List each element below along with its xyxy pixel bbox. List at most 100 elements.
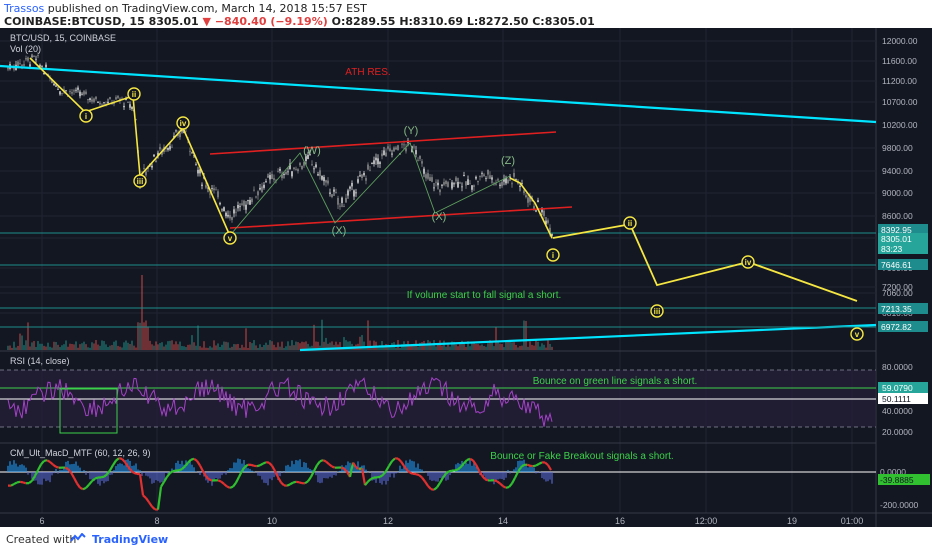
candle-body [243,200,245,207]
projection-wave-label: iv [745,258,752,267]
wave-label-circle [176,116,190,130]
chart-canvas[interactable]: 12000.00 11600.00 11200.00 10700.00 10200.00… [0,28,932,527]
volume-bar [117,345,119,350]
candle-body [83,91,85,95]
candle-body [449,178,451,180]
candle-body [343,206,345,208]
volume-bar [57,344,59,350]
volume-bar [285,346,287,350]
volume-bar [267,344,269,350]
candle-body [153,154,155,157]
candle-body [381,153,383,157]
macd-line [241,466,246,472]
macd-line [310,470,315,478]
candle-body [417,159,419,161]
macd-hist-bar [257,472,259,476]
author-link[interactable]: Trassos [4,2,45,15]
macd-hist-bar [155,472,157,481]
volume-bar [129,343,131,350]
volume-bar [487,343,489,350]
candle-body [25,58,27,60]
wave-label: v [228,234,233,243]
macd-hist-bar [333,472,335,476]
macd-line [400,460,405,467]
macd-line [388,460,393,467]
price-tick-label: 8600.00 [882,211,913,221]
volume-bar [295,341,297,350]
candle-body [495,183,497,185]
volume-bar [153,345,155,350]
candle-body [347,190,349,196]
candle-body [291,171,293,177]
volume-bar [373,340,375,350]
volume-bar [179,341,181,350]
volume-bar [141,275,143,350]
volume-bar [245,328,247,350]
candle-body [371,163,373,165]
volume-bar [143,322,145,350]
macd-hist-bar [25,467,27,472]
macd-hist-bar [57,472,59,474]
macd-line [457,465,462,471]
volume-bar [223,341,225,350]
macd-hist-bar [123,465,125,472]
volume-bar [183,346,185,350]
macd-hist-bar [131,465,133,472]
wxyxz-subwaves [231,142,511,234]
macd-hist-bar [463,465,465,472]
macd-hist-bar [243,459,245,472]
price-tag [878,233,928,244]
macd-hist-bar [307,467,309,472]
macd-line [343,467,348,473]
rsi-tick-label: 80.0000 [882,362,913,372]
macd-hist-bar [447,472,449,480]
candle-body [549,227,551,235]
candle-body [165,148,167,149]
candle-body [281,174,283,179]
ohlc-line: COINBASE:BTCUSD, 15 8305.01 ▼ −840.40 (−… [4,15,595,28]
macd-hist-bar [495,472,497,482]
volume-bar [21,335,23,350]
macd-line [196,460,201,467]
candle-body [365,178,367,181]
candle-body [357,179,359,183]
symbol-text: COINBASE:BTCUSD, 15 [4,15,145,28]
candle-body [389,148,391,151]
volume-bar [527,346,529,350]
macd-line [112,459,117,466]
candle-body [295,168,297,170]
volume-bar [63,344,65,350]
macd-label: CM_Ult_MacD_MTF (60, 12, 26, 9) [10,448,151,458]
candle-body [95,96,97,100]
volume-bar [119,346,121,350]
macd-hist-bar [509,472,511,474]
macd-hist-bar [525,466,527,472]
volume-bar [45,346,47,350]
macd-line [436,482,441,488]
tradingview-brand[interactable]: TradingView [92,533,169,546]
macd-line [130,469,135,474]
macd-line [496,480,501,485]
volume-bar [187,344,189,350]
volume-bar [443,340,445,350]
volume-bar [495,326,497,350]
price-tick-label: 11600.00 [882,56,917,66]
candle-body [391,153,393,155]
volume-bar [517,347,519,350]
macd-hist-bar [93,472,95,482]
macd-hist-bar [481,472,483,473]
candle-body [167,147,169,150]
candle-body [77,87,79,90]
candle-body [201,184,203,186]
macd-hist-bar [71,464,73,472]
candle-body [43,72,45,75]
volume-bar [363,341,365,350]
macd-hist-bar [27,472,29,475]
macd-line [67,468,72,474]
macd-hist-bar [513,469,515,472]
footer: Created with TradingView [0,527,932,550]
volume-bar [259,344,261,350]
macd-hist-bar [445,472,447,481]
volume-bar [429,341,431,350]
candle-body [501,181,503,187]
